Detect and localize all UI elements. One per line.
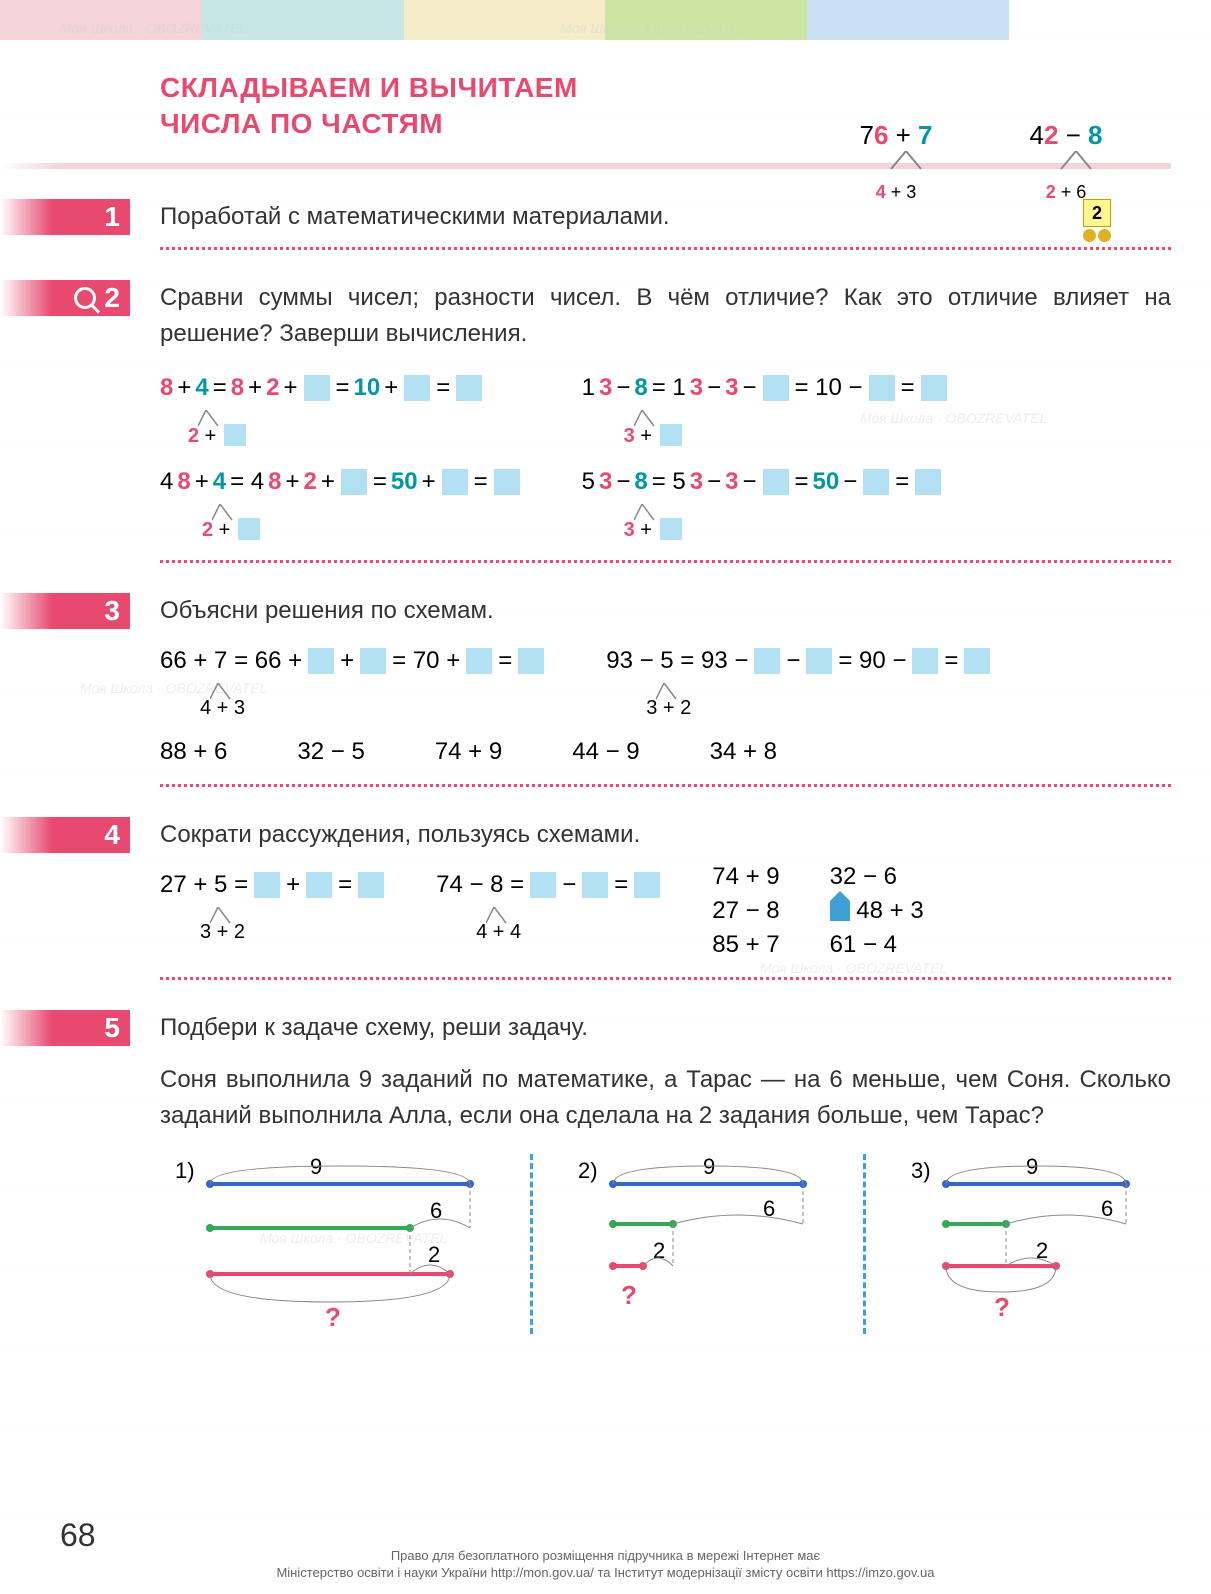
house-icon (830, 901, 850, 921)
hl-digit: 2 (1044, 120, 1058, 150)
task-5: 5 Подбери к задаче схему, реши задачу. С… (0, 1010, 1171, 1339)
svg-text:2): 2) (578, 1158, 598, 1183)
diagram-3: 3) 9 6 2 ? (896, 1154, 1166, 1339)
diagram-2: 2) 9 6 2 ? (563, 1154, 833, 1339)
task-number-2: 2 (0, 280, 130, 316)
header-example-1: 76 + 7 4 + 3 (851, 120, 941, 203)
task-number-5: 5 (0, 1010, 130, 1046)
task-number-3: 3 (0, 593, 130, 629)
list-item: 32 − 6 (830, 863, 924, 891)
svg-text:6: 6 (1101, 1196, 1113, 1221)
svg-text:1): 1) (175, 1158, 195, 1183)
header-examples: 76 + 7 4 + 3 42 − 8 2 + 6 (851, 120, 1111, 203)
list-item: 34 + 8 (710, 738, 777, 766)
svg-text:2: 2 (428, 1242, 440, 1267)
task-number-1: 1 (0, 199, 130, 235)
task-4-w2: 74 − 8 = − = 4 + 4 (436, 863, 662, 944)
svg-text:?: ? (994, 1292, 1010, 1322)
svg-text:3): 3) (911, 1158, 931, 1183)
list-item: 44 − 9 (572, 738, 639, 766)
list-item: 74 + 9 (435, 738, 502, 766)
task-2-right-col: 13 − 8 = 13 − 3 − = 10 − = 3 + 53 − 8 = … (582, 366, 949, 542)
list-item: 48 + 3 (856, 897, 923, 924)
task-4-col1: 74 + 9 27 − 8 85 + 7 (712, 863, 779, 959)
task-3: 3 Объясни решения по схемам. 66 + 7 = 66… (0, 593, 1171, 787)
task-5-diagrams: 1) 9 6 2 ? (160, 1154, 1171, 1339)
badge-number: 2 (1083, 199, 1111, 227)
task-1: 1 2 Поработай с математическими материал… (0, 199, 1171, 250)
split-text: 4 + 4 (476, 921, 662, 944)
title-line-1: СКЛАДЫВАЕМ И ВЫЧИТАЕМ (160, 70, 1171, 106)
badge-2: 2 (1083, 199, 1111, 242)
header-example-2: 42 − 8 2 + 6 (1021, 120, 1111, 203)
task-3-text: Объясни решения по схемам. (160, 593, 1171, 629)
task-2-left-col: 8 + 4 = 8 + 2 + = 10 + = 2 + 48 + 4 = 48… (160, 366, 522, 542)
hl-digit: 6 (874, 120, 888, 150)
list-item: 61 − 4 (830, 931, 924, 959)
task-4-col2: 32 − 6 48 + 3 61 − 4 (830, 863, 924, 959)
footer-line-1: Право для безоплатного розміщення підруч… (0, 1548, 1211, 1565)
footer-line-2: Міністерство освіти і науки України http… (0, 1565, 1211, 1582)
task-1-text: Поработай с математическими материалами. (160, 199, 1171, 235)
list-item: 88 + 6 (160, 738, 227, 766)
task-number-4: 4 (0, 817, 130, 853)
task-5-text: Подбери к задаче схему, реши задачу. (160, 1010, 1171, 1046)
svg-text:?: ? (621, 1280, 637, 1310)
task-2: 2 Сравни суммы чисел; разности чисел. В … (0, 280, 1171, 563)
task-3-list: 88 + 6 32 − 5 74 + 9 44 − 9 34 + 8 (160, 738, 1171, 766)
task-3-left: 66 + 7 = 66 + + = 70 + = 4 + 3 (160, 639, 546, 720)
diagram-1: 1) 9 6 2 ? (160, 1154, 500, 1339)
task-4-w1: 27 + 5 = + = 3 + 2 (160, 863, 386, 944)
magnifier-icon (74, 287, 96, 309)
split-text: 3 + 2 (200, 921, 386, 944)
footer-text: Право для безоплатного розміщення підруч… (0, 1548, 1211, 1582)
list-item: 74 + 9 (712, 863, 779, 891)
task-5-problem: Соня выполнила 9 заданий по математике, … (160, 1062, 1171, 1134)
task-2-text: Сравни суммы чисел; разности чисел. В чё… (160, 280, 1171, 352)
task-3-right: 93 − 5 = 93 − − = 90 − = 3 + 2 (606, 639, 992, 720)
list-item: 32 − 5 (297, 738, 364, 766)
task-4: 4 Сократи рассуждения, пользуясь схемами… (0, 817, 1171, 980)
list-item: 27 − 8 (712, 897, 779, 925)
svg-text:?: ? (325, 1302, 341, 1332)
list-item: 85 + 7 (712, 931, 779, 959)
task-4-text: Сократи рассуждения, пользуясь схемами. (160, 817, 1171, 853)
num-label: 2 (104, 282, 120, 314)
